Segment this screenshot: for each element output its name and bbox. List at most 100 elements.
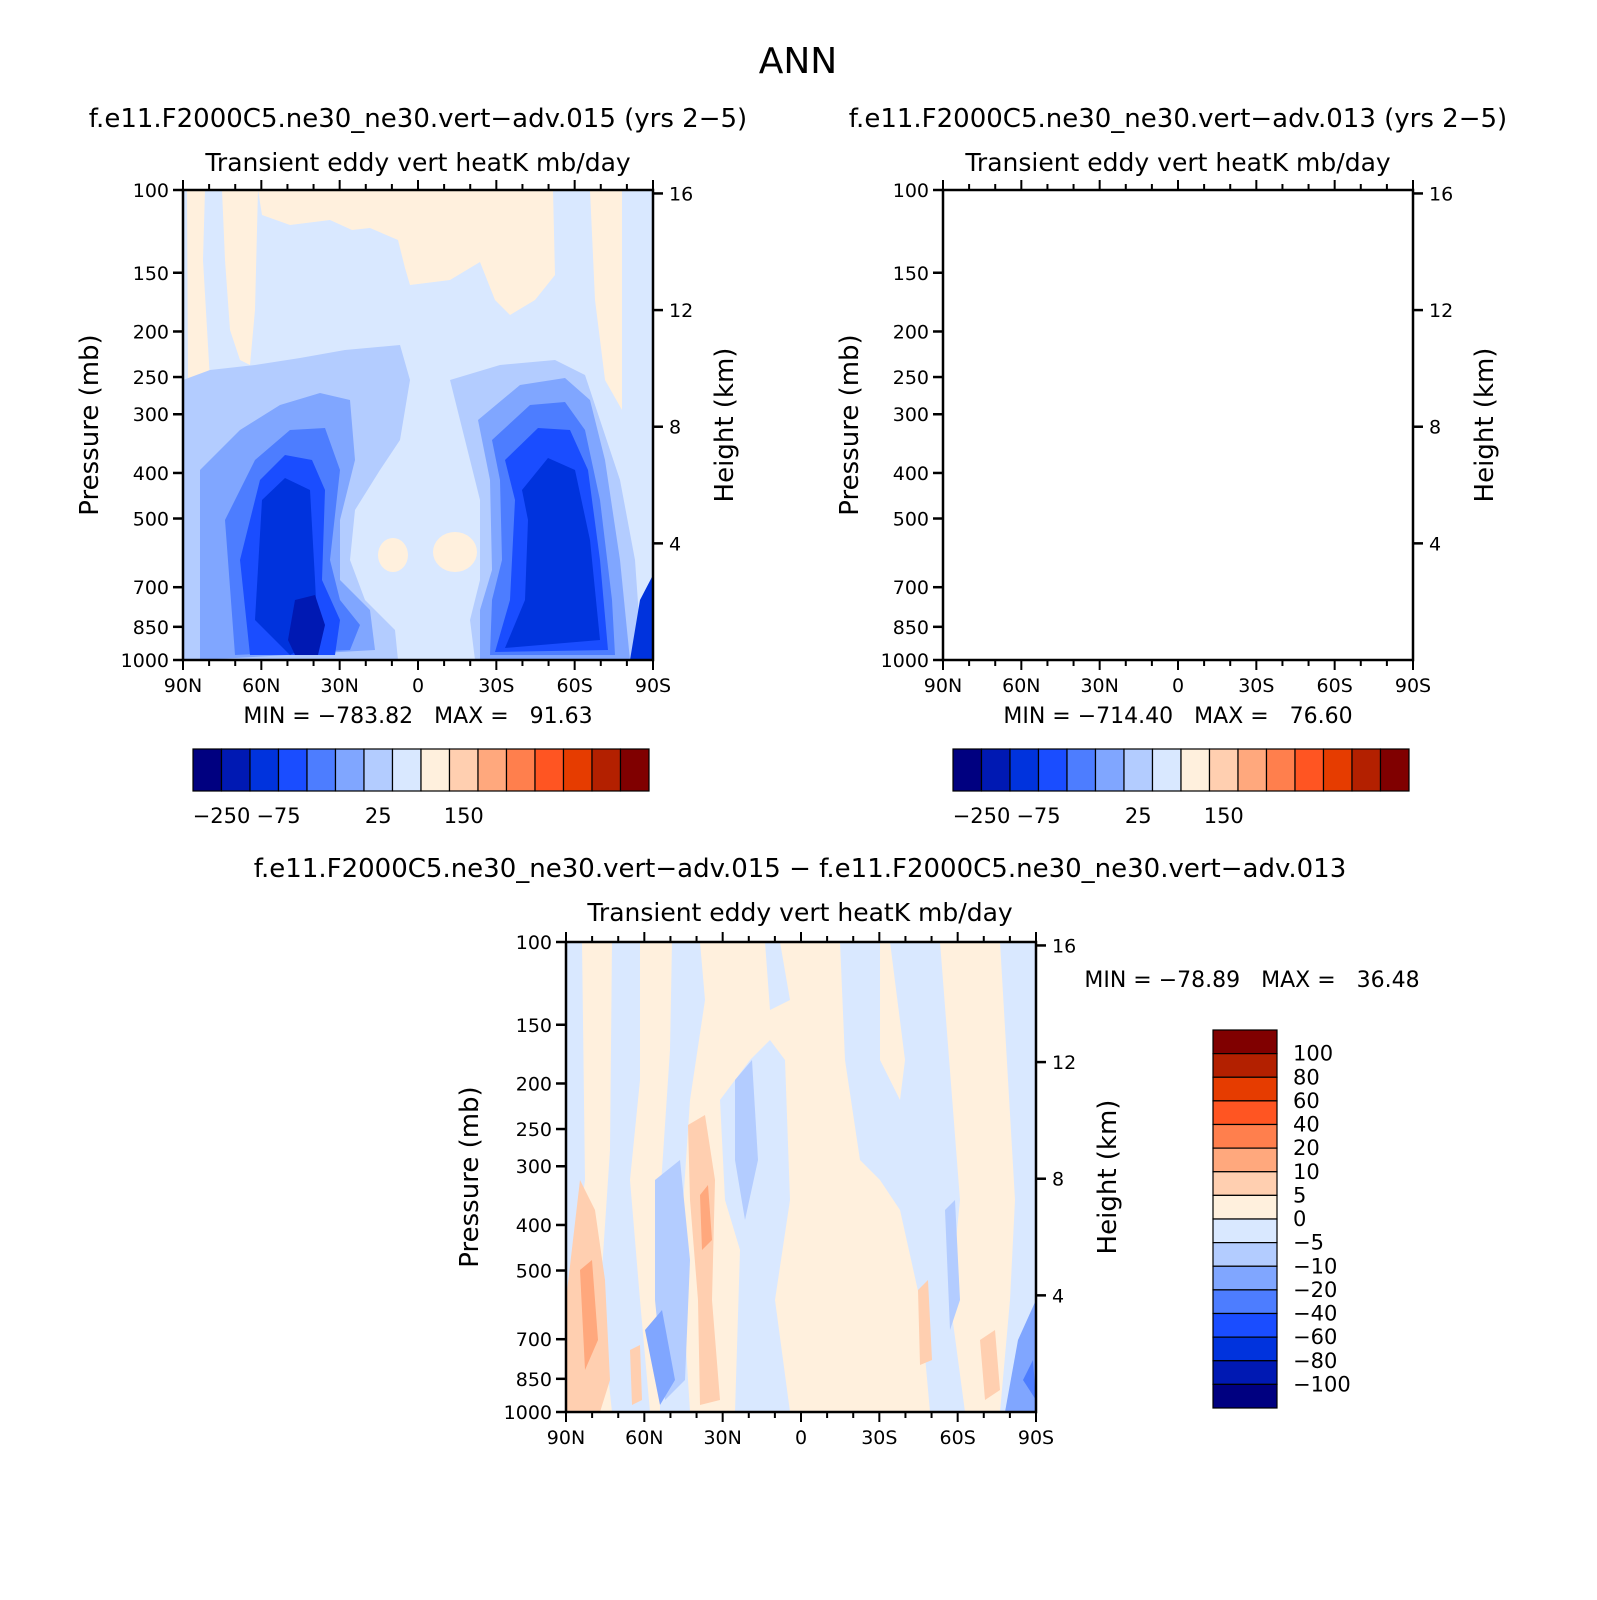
colorbar-label: 20: [1293, 1136, 1320, 1160]
contour-neg-sh: [1238, 378, 1390, 660]
contour-neg-band: [735, 1060, 758, 1220]
x-tick-label: 90N: [164, 675, 202, 697]
x-tick-label: 90S: [1018, 1427, 1054, 1449]
colorbar-swatch: [591, 748, 622, 792]
colorbar-swatch: [1237, 748, 1268, 792]
contour-neg-band: [645, 1310, 675, 1405]
contour-pos-strat: [222, 190, 258, 365]
y2-tick-label: 4: [1429, 533, 1441, 555]
colorbar-label: 0: [1293, 1207, 1306, 1231]
plot-frame-right: [941, 188, 1415, 662]
colorbar-swatch: [1212, 1147, 1278, 1173]
colorbar-label: 60: [1293, 1089, 1320, 1113]
colorbar-label: −60: [1293, 1325, 1337, 1349]
panel-left: f.e11.F2000C5.ne30_ne30.vert−adv.015 (yr…: [75, 104, 747, 828]
contour-neg-nh: [985, 428, 1120, 655]
colorbar-swatch: [505, 748, 536, 792]
y-tick-label: 200: [133, 321, 169, 343]
colorbar-label: 25: [365, 804, 392, 828]
contour-neg-band: [600, 942, 650, 1412]
colorbar-swatch: [477, 748, 508, 792]
y2-tick-label: 12: [1429, 300, 1453, 322]
x-tick-label: 90S: [1395, 675, 1431, 697]
x-tick-label: 0: [412, 675, 424, 697]
contour-neg-sh: [505, 458, 600, 648]
ylabel-right: Pressure (mb): [835, 334, 865, 515]
colorbar-swatch: [562, 748, 593, 792]
colorbar-label: −250: [193, 804, 251, 828]
case-title-diff: f.e11.F2000C5.ne30_ne30.vert−adv.015 − f…: [254, 854, 1346, 884]
colorbar-swatch: [306, 748, 337, 792]
colorbar-swatch: [1212, 1123, 1278, 1149]
contour-pos-band: [980, 1330, 1000, 1400]
contour-neg-band: [840, 942, 965, 1412]
x-tick-label: 90N: [924, 675, 962, 697]
y-tick-label: 400: [893, 463, 929, 485]
contour-pos-strat: [590, 190, 622, 410]
x-tick-label: 0: [1172, 675, 1184, 697]
y-tick-label: 200: [893, 321, 929, 343]
contour-pos-trop: [1138, 538, 1168, 572]
colorbar-label: 80: [1293, 1065, 1320, 1089]
ylabel-left: Pressure (mb): [75, 334, 105, 515]
y2label-right: Height (km): [1470, 348, 1500, 503]
colorbar-swatch: [619, 748, 650, 792]
axes-diff: 100 150 200 250 300 400 500 700 850 1000 16 12 8 4 90N…: [504, 932, 1076, 1449]
contour-neg-sh: [1255, 428, 1368, 652]
colorbar-label: −5: [1293, 1231, 1324, 1255]
y-tick-label: 250: [133, 367, 169, 389]
minmax-right: MIN = −714.40 MAX = 76.60: [1003, 704, 1352, 729]
x-tick-label: 60N: [1002, 675, 1040, 697]
y-tick-label: 1000: [504, 1402, 552, 1424]
colorbar-label: −40: [1293, 1302, 1337, 1326]
x-tick-label: 60S: [1317, 675, 1353, 697]
colorbar-swatch: [363, 748, 394, 792]
contour-pos-strat: [222, 190, 555, 315]
heatmap-right: [943, 190, 1413, 660]
colorbar-swatch: [1322, 748, 1353, 792]
y2-tick-label: 8: [1429, 417, 1441, 439]
x-tick-label: 30S: [861, 1427, 897, 1449]
y2-tick-label: 16: [1052, 935, 1076, 957]
colorbar-label: −80: [1293, 1349, 1337, 1373]
colorbar-swatch: [334, 748, 365, 792]
x-tick-label: 30N: [1080, 675, 1118, 697]
colorbar-swatch: [1212, 1336, 1278, 1362]
y-tick-label: 700: [133, 577, 169, 599]
colorbar-swatch: [1009, 748, 1040, 792]
colorbar-swatch: [1180, 748, 1211, 792]
colorbar-swatch: [1212, 1218, 1278, 1244]
x-tick-label: 30S: [1238, 675, 1274, 697]
axes-right: 100 150 200 250 300 400 500 700 850 1000 16 12 8 4 90N…: [881, 180, 1453, 697]
y-tick-label: 700: [893, 577, 929, 599]
contour-pos-trop: [433, 532, 477, 572]
colorbar-swatch: [1265, 748, 1296, 792]
y2label-left: Height (km): [710, 348, 740, 503]
y-tick-label: 100: [893, 180, 929, 202]
y-tick-label: 850: [133, 617, 169, 639]
contour-neg-nh: [288, 595, 325, 655]
colorbar-swatch: [1123, 748, 1154, 792]
contour-pos-strat: [187, 190, 210, 380]
x-tick-label: 30S: [478, 675, 514, 697]
y-tick-label: 500: [893, 509, 929, 531]
colorbar-label: −250: [953, 804, 1011, 828]
y-tick-label: 250: [893, 367, 929, 389]
y-tick-label: 400: [516, 1215, 552, 1237]
colorbar-label: 150: [1204, 804, 1244, 828]
colorbar-swatch: [1151, 748, 1182, 792]
y-tick-label: 100: [133, 180, 169, 202]
colorbar-swatch: [1294, 748, 1325, 792]
y2-tick-label: 8: [1052, 1169, 1064, 1191]
colorbar-swatch: [1212, 1100, 1278, 1126]
y-tick-label: 250: [516, 1119, 552, 1141]
colorbar-label: 10: [1293, 1160, 1320, 1184]
colorbar-label: −20: [1293, 1278, 1337, 1302]
colorbar-swatch: [1037, 748, 1068, 792]
contour-pos-trop: [378, 538, 408, 572]
contour-neg-nh: [960, 393, 1135, 660]
contour-pos-band: [700, 1185, 712, 1250]
colorbar-label: 5: [1293, 1183, 1306, 1207]
